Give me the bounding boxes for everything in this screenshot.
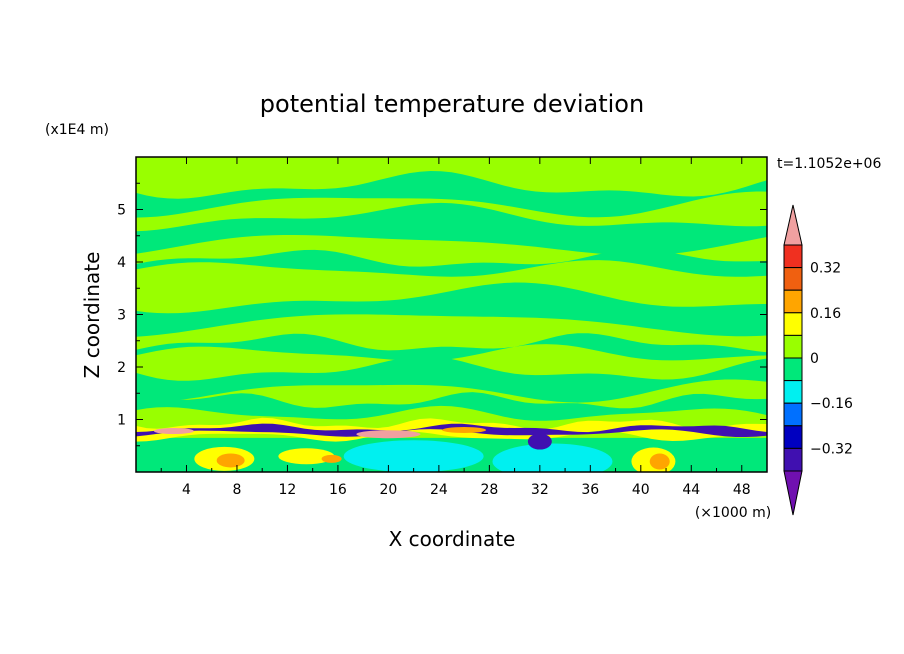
y-tick-label: 2 (117, 360, 126, 376)
field-blob (278, 448, 335, 465)
x-tick-label: 12 (279, 482, 297, 498)
x-tick-label: 4 (182, 482, 191, 498)
colorbar-top-arrow (783, 204, 803, 246)
x-axis-title: X coordinate (389, 527, 516, 551)
colorbar-swatch (783, 267, 803, 291)
colorbar-swatch (783, 425, 803, 449)
inversion-core (136, 423, 767, 437)
x-tick-label: 32 (531, 482, 549, 498)
colorbar-swatch (783, 402, 803, 427)
colorbar-swatch (783, 244, 803, 269)
inversion-maximum (356, 430, 421, 439)
time-label: t=1.1052e+06 (777, 156, 881, 172)
x-tick-label: 8 (232, 482, 241, 498)
field-band (136, 282, 767, 337)
field-blob (343, 440, 484, 472)
field-band (136, 249, 767, 277)
field-blob (649, 453, 670, 470)
field-band (136, 356, 767, 403)
colorbar-swatch (783, 357, 803, 382)
colorbar-swatch (783, 447, 803, 472)
y-tick-label: 3 (117, 308, 126, 324)
chart-title: potential temperature deviation (260, 90, 644, 118)
y-tick-label: 1 (117, 413, 126, 429)
colorbar-label: −0.32 (810, 441, 853, 457)
x-unit-label: (×1000 m) (695, 505, 771, 521)
field-blob (216, 453, 245, 468)
x-tick-label: 40 (632, 482, 650, 498)
colorbar: 0.32 0.16 0 −0.16 −0.32 (783, 204, 853, 516)
colorbar-swatch (783, 334, 803, 359)
field-blob (321, 454, 342, 463)
x-tick-label: 28 (480, 482, 498, 498)
field-band (136, 202, 767, 256)
x-axis: 4 8 12 16 20 24 28 32 36 40 44 48 (160, 157, 751, 498)
heatmap-field (136, 157, 767, 472)
x-tick-label: 16 (329, 482, 347, 498)
y-tick-label: 4 (117, 255, 126, 271)
field-band (136, 333, 767, 361)
colorbar-label: 0.16 (810, 306, 841, 322)
inversion-feature (442, 427, 487, 433)
colorbar-label: 0 (810, 351, 819, 367)
inversion-feature (527, 433, 552, 450)
colorbar-label: −0.16 (810, 396, 853, 412)
field-band (136, 171, 767, 218)
x-tick-label: 44 (682, 482, 700, 498)
x-tick-label: 48 (733, 482, 751, 498)
colorbar-label: 0.32 (810, 261, 841, 277)
y-axis: 1 2 3 4 5 (117, 182, 767, 447)
field-blob (492, 443, 613, 472)
y-tick-label: 5 (117, 203, 126, 219)
x-tick-label: 20 (379, 482, 397, 498)
x-tick-label: 36 (581, 482, 599, 498)
field-band (136, 392, 767, 421)
inversion-maximum (153, 428, 194, 435)
colorbar-swatch (783, 312, 803, 336)
y-unit-label: (x1E4 m) (45, 122, 109, 138)
colorbar-swatch (783, 380, 803, 404)
x-tick-label: 24 (430, 482, 448, 498)
y-axis-title: Z coordinate (80, 252, 104, 379)
colorbar-swatch (783, 289, 803, 314)
colorbar-bottom-arrow (783, 470, 803, 516)
